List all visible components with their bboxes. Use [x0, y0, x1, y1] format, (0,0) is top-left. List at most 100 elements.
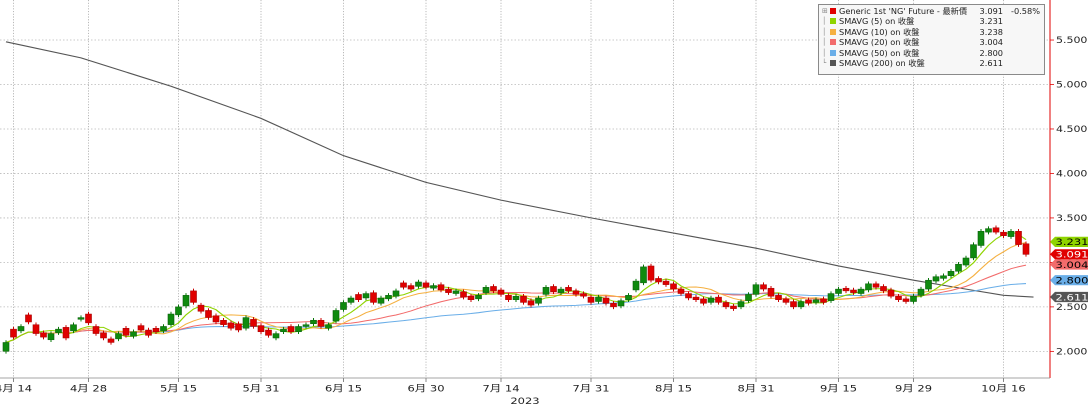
candle-body — [737, 301, 745, 308]
candle-body — [970, 244, 977, 259]
candle — [265, 327, 272, 338]
x-tick-label: 6月 15 — [325, 384, 362, 394]
candle — [940, 273, 947, 281]
candle — [1015, 229, 1022, 247]
candle-body — [310, 319, 317, 325]
candle — [857, 286, 865, 296]
candle-body — [760, 284, 767, 290]
candle — [167, 311, 175, 327]
x-axis: 4月 14 4月 28 5月 15 5月 31 6月 15 6月 30 7月 14 7月 31… — [0, 377, 1050, 406]
candle — [932, 274, 940, 284]
candle-body — [137, 325, 145, 331]
candle — [212, 313, 220, 325]
expand-icon[interactable]: ⊞ — [822, 7, 828, 15]
x-tick-label: 7月 31 — [572, 384, 609, 394]
candle-body — [250, 319, 257, 327]
legend[interactable]: ⊞ Generic 1st 'NG' Future - 最新價 3.091 -0… — [818, 4, 1045, 75]
legend-item-sma10[interactable]: │ SMAVG (10) on 收盤 3.238 — [822, 27, 1041, 37]
candle-body — [790, 301, 797, 308]
candle-body — [850, 289, 857, 293]
candle — [767, 285, 775, 299]
candle-body — [632, 280, 640, 291]
y-tick-label: 3.500 — [1056, 214, 1087, 224]
candle — [887, 287, 895, 299]
candle — [467, 293, 475, 302]
candle — [190, 288, 197, 305]
candle — [47, 331, 55, 343]
candle — [625, 293, 632, 302]
candle-body — [812, 299, 820, 303]
candle-body — [100, 332, 107, 339]
candle-body — [625, 295, 632, 300]
y-tick-label: 4.000 — [1056, 170, 1087, 180]
candle-body — [317, 319, 325, 327]
candle-body — [392, 290, 400, 297]
candle-body — [557, 288, 565, 293]
candle-body — [1000, 231, 1007, 236]
candle-body — [355, 294, 362, 300]
candle — [107, 336, 115, 345]
candle — [377, 295, 385, 306]
legend-item-sma5[interactable]: │ SMAVG (5) on 收盤 3.231 — [822, 16, 1041, 26]
candle-body — [887, 289, 895, 297]
price-label: 2.800 — [1050, 275, 1088, 286]
price-label-box — [1050, 275, 1088, 286]
candle — [437, 282, 445, 293]
legend-label: SMAVG (5) on 收盤 — [839, 16, 915, 27]
candle-body — [77, 317, 85, 320]
candle — [197, 302, 205, 314]
candle-body — [452, 290, 460, 294]
legend-item-price[interactable]: ⊞ Generic 1st 'NG' Future - 最新價 3.091 -0… — [822, 6, 1041, 16]
candle-body — [130, 331, 137, 337]
legend-item-sma50[interactable]: │ SMAVG (50) on 收盤 2.800 — [822, 48, 1041, 58]
legend-item-sma20[interactable]: │ SMAVG (20) on 收盤 3.004 — [822, 37, 1041, 47]
price-label: 2.611 — [1050, 291, 1088, 303]
candle — [790, 299, 797, 310]
candle-body — [145, 329, 152, 336]
candle-body — [655, 278, 662, 283]
candle-body — [212, 315, 220, 323]
x-tick-label: 9月 29 — [895, 384, 932, 394]
gridlines — [0, 0, 1050, 379]
candle-body — [340, 302, 347, 310]
tree-line-icon: │ — [822, 48, 827, 57]
candle — [617, 298, 625, 309]
candle-body — [550, 286, 557, 292]
candle-body — [940, 275, 947, 279]
candle-body — [917, 288, 925, 296]
candle-body — [280, 328, 287, 333]
candle-body — [595, 296, 602, 302]
candle — [362, 291, 370, 301]
candle — [962, 255, 970, 268]
candle — [445, 286, 452, 295]
x-axis-year-label: 2023 — [510, 396, 539, 406]
candle-body — [542, 287, 550, 295]
candle-body — [460, 291, 467, 298]
candle — [850, 287, 857, 295]
candle-body — [295, 326, 302, 333]
x-tick-label: 6月 30 — [407, 384, 444, 394]
candle-body — [92, 326, 100, 334]
legend-item-sma200[interactable]: └ SMAVG (200) on 收盤 2.611 — [822, 58, 1041, 68]
candle-body — [722, 302, 730, 308]
price-label: 3.091 — [1050, 249, 1088, 260]
candle-body — [572, 290, 580, 295]
candle — [2, 340, 10, 354]
candle-body — [820, 298, 827, 303]
candle-body — [910, 295, 917, 302]
candle-body — [880, 286, 887, 292]
candle — [662, 278, 670, 287]
candle-body — [865, 283, 872, 291]
candle — [272, 331, 280, 341]
tree-line-icon: │ — [822, 27, 827, 36]
candle — [182, 293, 190, 309]
candle-body — [115, 333, 122, 340]
candle — [17, 324, 25, 334]
candle-body — [385, 295, 392, 300]
candle — [700, 296, 707, 306]
candle — [587, 294, 595, 305]
candle — [152, 326, 160, 335]
candle — [25, 312, 32, 325]
